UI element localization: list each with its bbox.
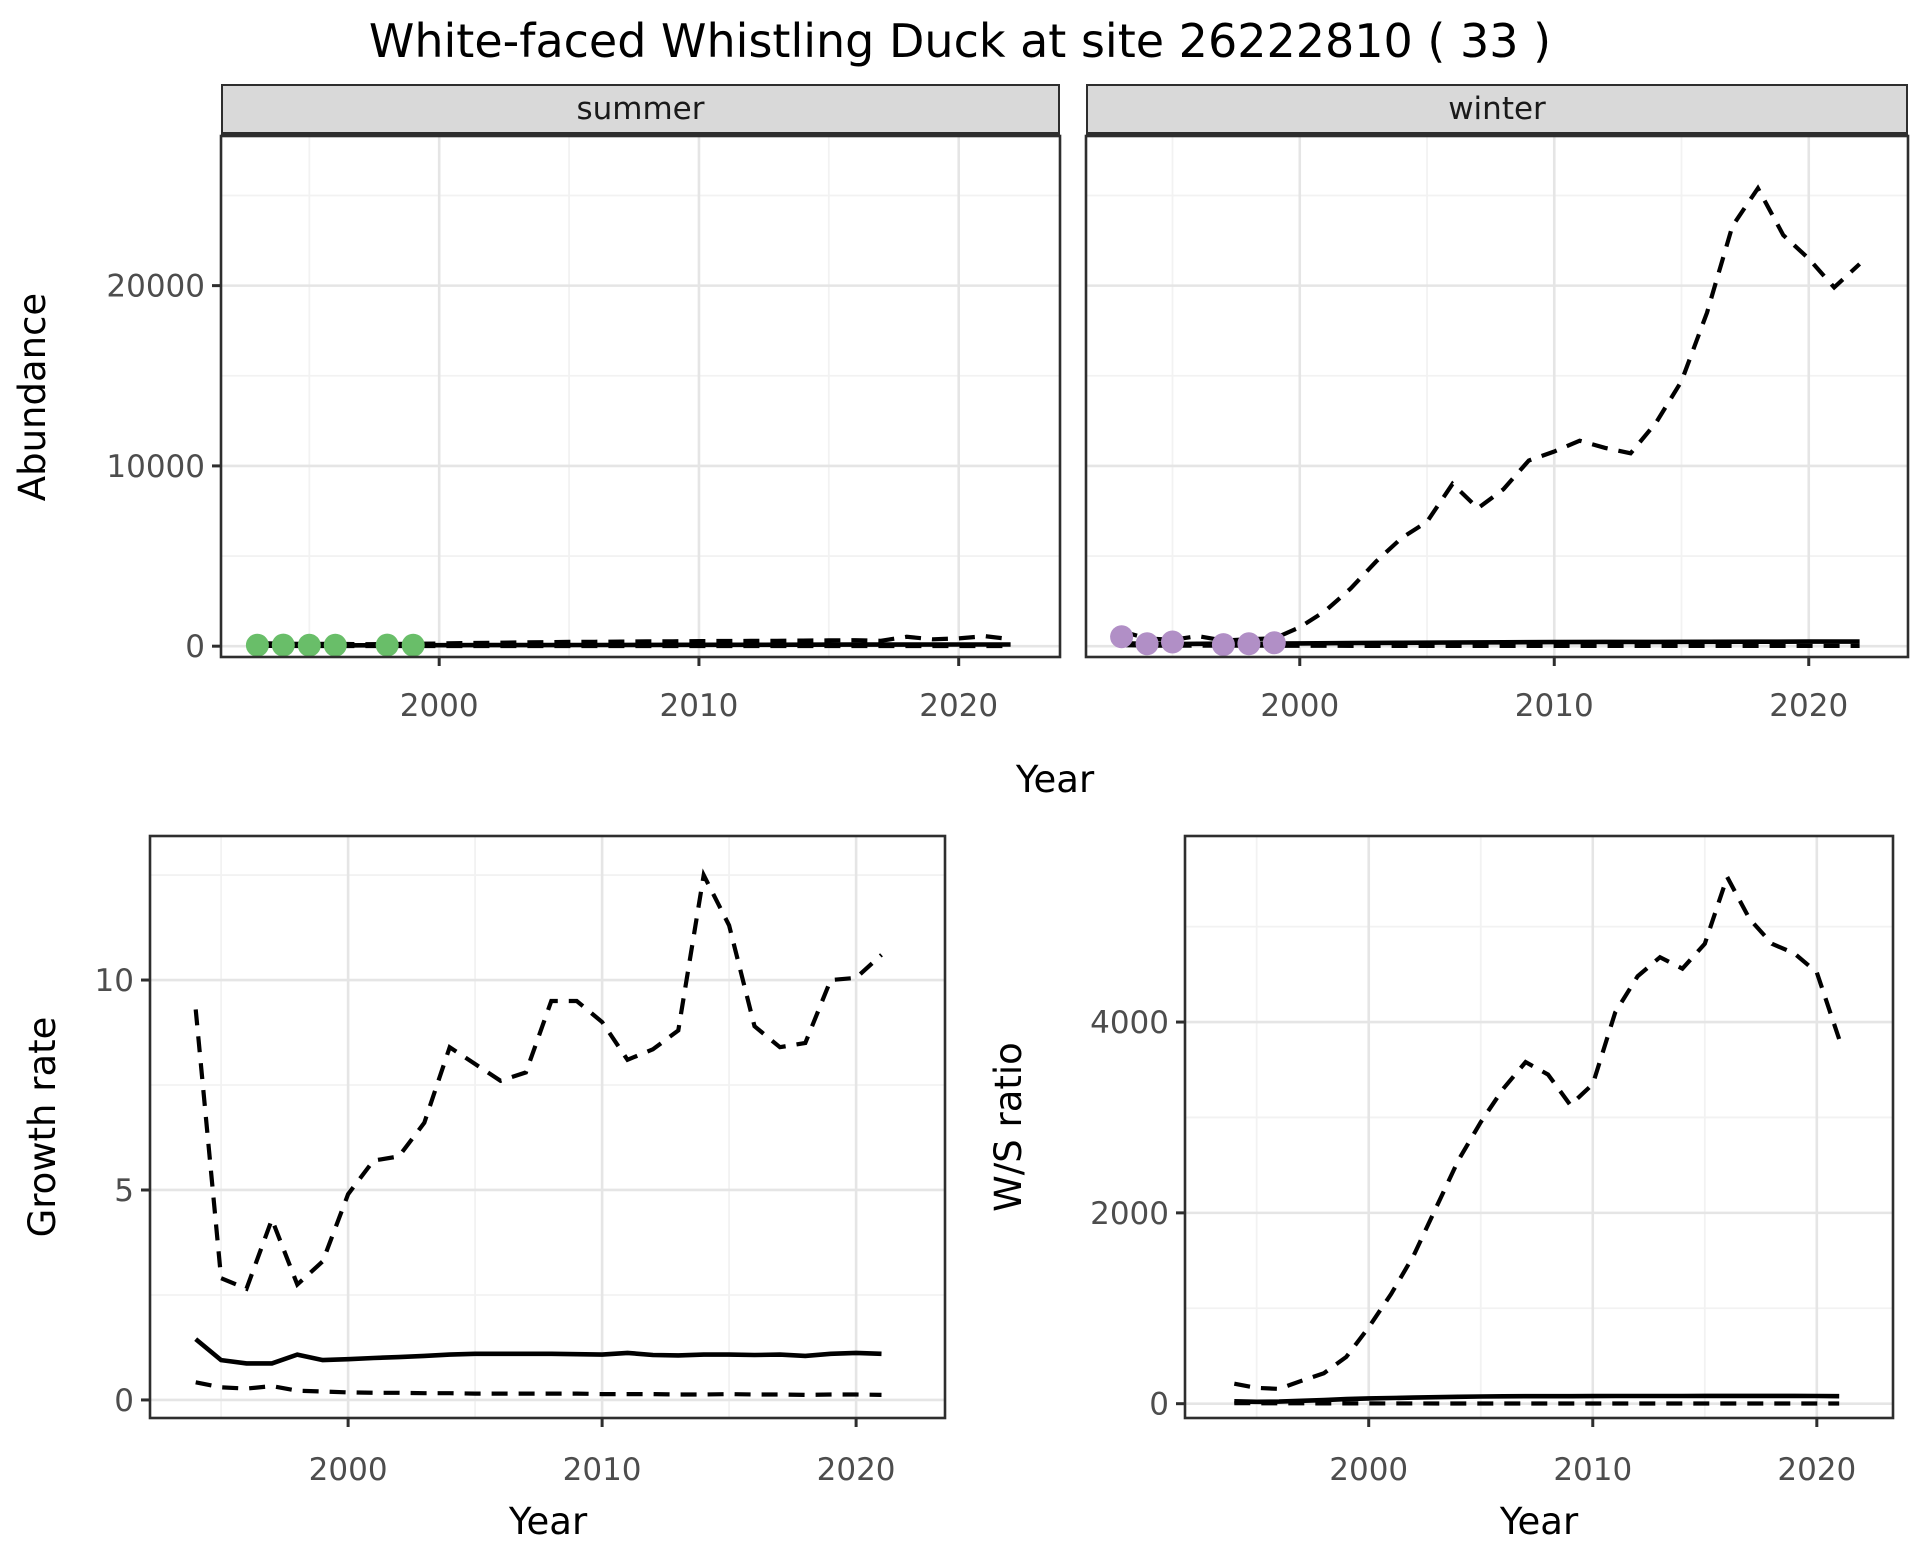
summer-x-tick-label: 2020: [919, 688, 998, 724]
facet-strip-summer-label: summer: [576, 91, 705, 127]
winter-observed-point: [1211, 633, 1235, 657]
growth-x-tick-label: 2020: [817, 1452, 896, 1488]
growth-y-tick-label: 5: [114, 1173, 134, 1209]
ws-y-tick-label: 0: [1149, 1387, 1169, 1423]
growth-x-tick-label: 2000: [309, 1452, 388, 1488]
x-axis-title-ws: Year: [1499, 1500, 1579, 1543]
ws-x-tick-label: 2010: [1553, 1452, 1632, 1488]
summer-median-line: [257, 642, 1011, 648]
winter-x-tick-label: 2000: [1260, 688, 1339, 724]
figure-title: White-faced Whistling Duck at site 26222…: [368, 14, 1552, 68]
y-axis-title-ws-ratio: W/S ratio: [987, 1042, 1030, 1212]
winter-observed-point: [1262, 631, 1286, 655]
summer-observed-point: [401, 633, 425, 657]
summer-y-tick-label: 20000: [106, 269, 205, 305]
winter-median-line: [1121, 639, 1860, 647]
summer-y-tick-label: 10000: [106, 449, 205, 485]
ws-median-line: [1234, 1393, 1840, 1405]
x-axis-title-top: Year: [1015, 758, 1095, 801]
winter-upper-ci-line: [1121, 184, 1862, 643]
winter-observed-point: [1110, 625, 1134, 649]
ws-x-tick-label: 2020: [1777, 1452, 1856, 1488]
y-axis-title-abundance: Abundance: [11, 292, 54, 502]
growth-y-tick-label: 10: [95, 963, 134, 999]
ws-y-tick-label: 4000: [1090, 1005, 1169, 1041]
summer-data-marks: [245, 633, 1011, 657]
growth-lower-ci-line: [195, 1380, 882, 1398]
winter-x-tick-label: 2020: [1769, 688, 1848, 724]
winter-x-tick-label: 2010: [1515, 688, 1594, 724]
summer-observed-point: [297, 633, 321, 657]
summer-observed-point: [271, 633, 295, 657]
growth-y-tick-label: 0: [114, 1383, 134, 1419]
summer-upper-ci-line: [257, 633, 1011, 647]
summer-x-tick-label: 2010: [659, 688, 738, 724]
summer-x-tick-label: 2000: [400, 688, 479, 724]
panel-winter: 2000 2010 2020: [1084, 134, 1910, 724]
growth-data-marks: [193, 868, 883, 1398]
summer-observed-point: [245, 633, 269, 657]
facet-strip-winter: winter: [1086, 84, 1908, 136]
ws-x-tick-label: 2000: [1329, 1452, 1408, 1488]
facet-strip-winter-label: winter: [1448, 91, 1546, 127]
ws-data-marks: [1233, 871, 1842, 1406]
growth-median-line: [194, 1337, 882, 1366]
panel-summer: 2000 2010 2020 0 10000 20000: [106, 134, 1062, 724]
growth-x-tick-label: 2010: [563, 1452, 642, 1488]
summer-observed-point: [375, 633, 399, 657]
winter-observed-point: [1135, 632, 1159, 656]
panel-growth: 2000 2010 2020 0 5 10: [95, 834, 947, 1488]
winter-observed-point: [1161, 630, 1184, 654]
winter-data-marks: [1110, 184, 1862, 657]
summer-observed-point: [323, 633, 347, 657]
summer-y-tick-label: 0: [185, 629, 205, 665]
x-axis-title-growth: Year: [508, 1500, 588, 1543]
facet-strip-summer: summer: [221, 84, 1060, 136]
ws-y-tick-label: 2000: [1090, 1196, 1169, 1232]
panel-ws: 2000 2010 2020 0 2000 4000: [1090, 834, 1895, 1488]
y-axis-title-growth-rate: Growth rate: [21, 1016, 64, 1238]
winter-observed-point: [1237, 632, 1261, 656]
